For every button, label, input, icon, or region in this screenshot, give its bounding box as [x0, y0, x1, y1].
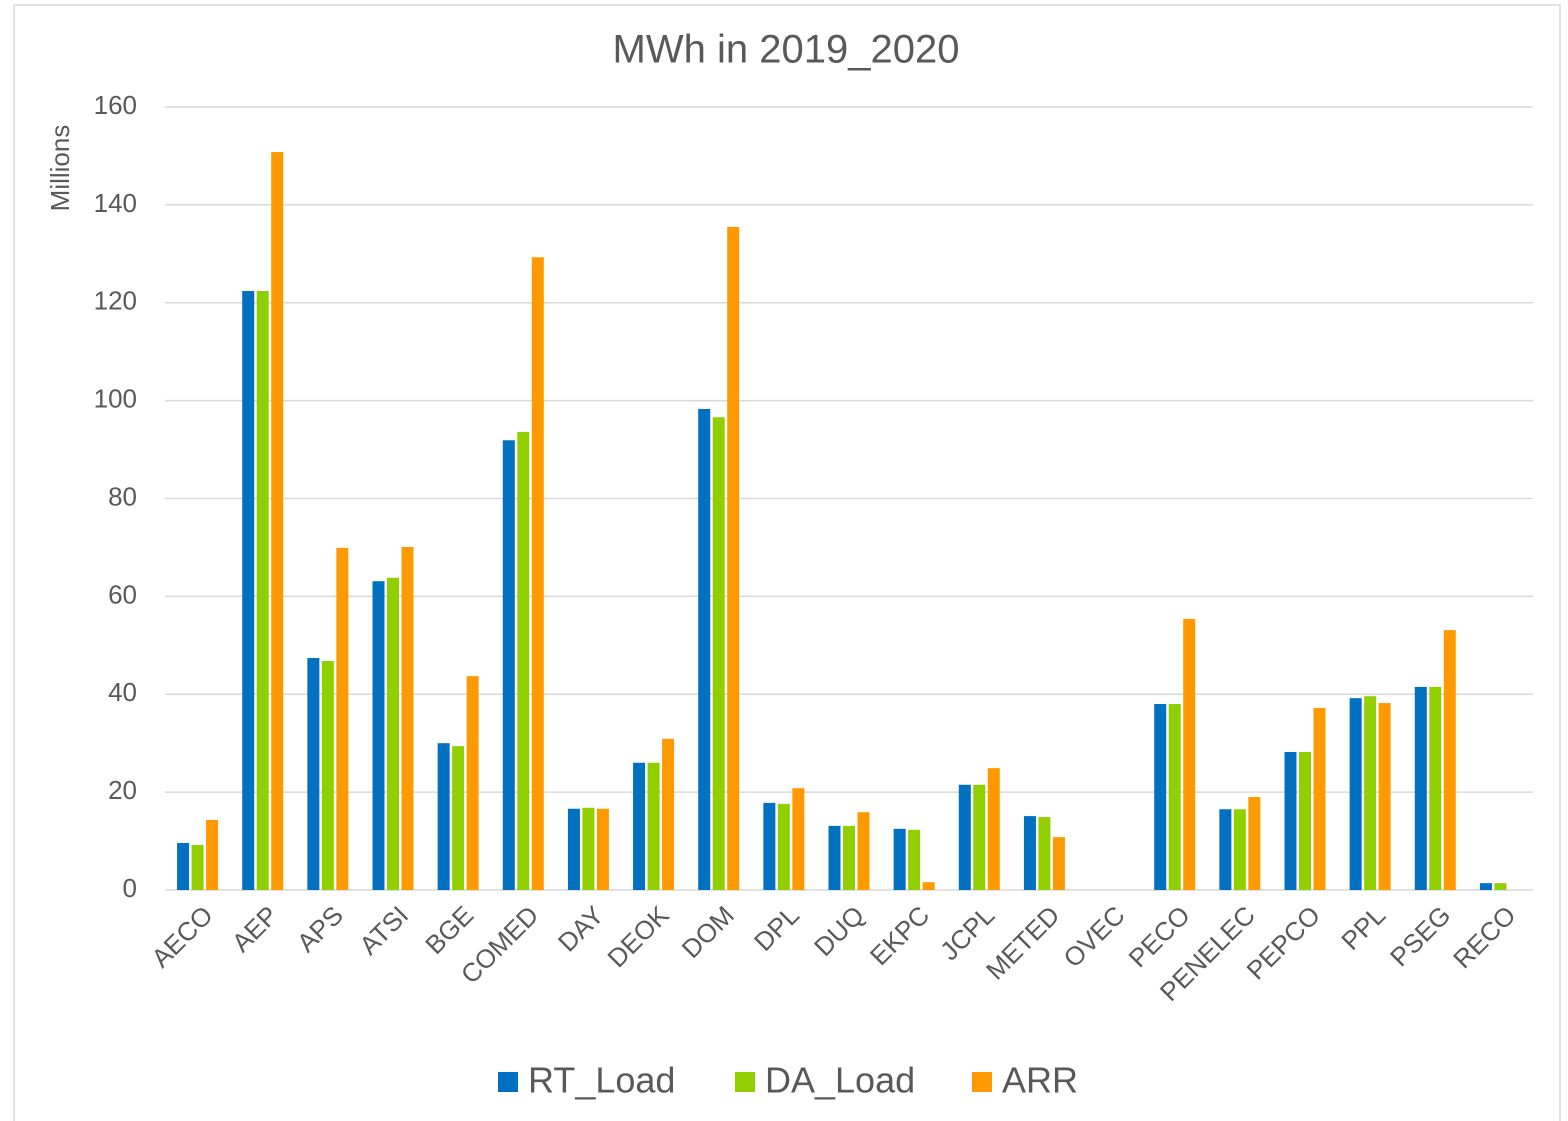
bar: [517, 431, 530, 890]
bar: [1038, 817, 1051, 890]
bar: [633, 762, 646, 890]
y-tick-label: 140: [94, 188, 137, 218]
bar: [531, 257, 544, 890]
bar: [387, 577, 399, 890]
bar: [206, 820, 219, 890]
bar: [582, 807, 595, 890]
y-tick-label: 20: [108, 775, 137, 805]
legend-label: DA_Load: [765, 1060, 915, 1101]
bar: [1443, 630, 1456, 890]
y-tick-label: 0: [123, 873, 137, 903]
bar: [256, 291, 269, 890]
bar: [401, 546, 414, 890]
bar: [1414, 686, 1427, 890]
bar: [647, 762, 660, 890]
bar: [763, 802, 776, 890]
bar: [336, 547, 349, 890]
bar: [792, 788, 805, 890]
bar: [1248, 797, 1261, 890]
bar: [922, 882, 935, 890]
bar: [1168, 704, 1181, 890]
bar: [857, 812, 870, 890]
y-tick-label: 160: [94, 90, 137, 120]
bar: [958, 784, 971, 890]
bar: [1299, 751, 1311, 890]
bar: [437, 743, 450, 890]
bar: [908, 829, 921, 890]
y-tick-label: 100: [94, 384, 137, 414]
bar: [698, 408, 711, 890]
bar: [567, 808, 580, 890]
bar: [452, 746, 465, 890]
bar: [893, 828, 906, 890]
bar: [1378, 703, 1391, 890]
y-tick-label: 80: [108, 481, 137, 511]
bar: [1429, 686, 1442, 890]
legend-swatch: [498, 1072, 518, 1092]
bar: [1154, 704, 1167, 890]
bar: [777, 803, 790, 890]
legend-label: RT_Load: [528, 1060, 675, 1101]
bar: [1219, 809, 1232, 890]
y-tick-label: 120: [94, 286, 137, 316]
bar: [1349, 698, 1362, 890]
bar: [1313, 707, 1326, 890]
bar: [1494, 883, 1507, 890]
bar: [271, 152, 284, 890]
bar: [987, 768, 1000, 890]
bar: [242, 291, 255, 890]
bar: [712, 417, 725, 890]
bar: [372, 581, 385, 890]
y-tick-label: 60: [108, 579, 137, 609]
bar: [843, 825, 855, 890]
bar: [321, 660, 334, 890]
bar: [727, 226, 740, 891]
bar: [307, 658, 320, 890]
bar: [177, 843, 190, 890]
bar: [662, 738, 675, 890]
y-tick-label: 40: [108, 677, 137, 707]
bar: [973, 784, 986, 890]
chart-title: MWh in 2019_2020: [613, 28, 960, 72]
bar: [1233, 809, 1246, 890]
bar: [1479, 883, 1492, 890]
bar: [1052, 837, 1065, 890]
bar: [466, 676, 479, 890]
bar: [1364, 696, 1377, 890]
bar: [1183, 618, 1196, 890]
bar: [1023, 816, 1036, 890]
bar: [596, 808, 609, 890]
legend-swatch: [972, 1072, 992, 1092]
legend-swatch: [735, 1072, 755, 1092]
bar: [828, 825, 841, 890]
legend-label: ARR: [1002, 1060, 1078, 1101]
bar: [191, 844, 204, 890]
bar: [1284, 751, 1297, 890]
y-axis-label: Millions: [45, 125, 75, 212]
bar: [502, 440, 515, 890]
